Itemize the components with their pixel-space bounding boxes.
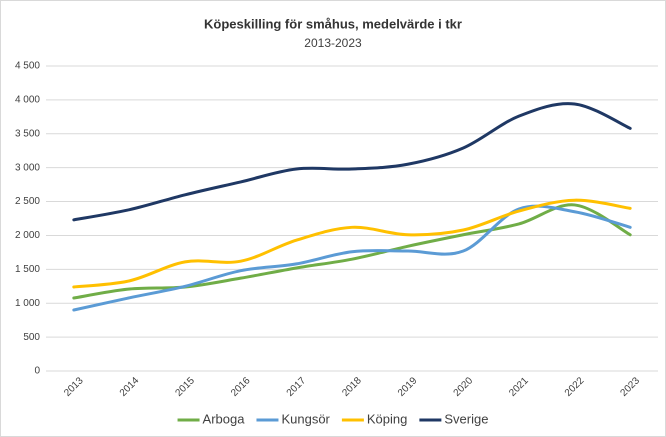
y-tick-label: 1 000 <box>15 298 40 309</box>
chart-title: Köpeskilling för småhus, medelvärde i tk… <box>204 16 462 31</box>
y-tick-label: 4 000 <box>15 95 40 106</box>
legend-label: Sverige <box>444 411 488 426</box>
y-tick-label: 500 <box>23 332 40 343</box>
y-tick-label: 4 500 <box>15 61 40 72</box>
chart-subtitle: 2013-2023 <box>304 36 362 50</box>
legend-label: Kungsör <box>281 411 330 426</box>
y-tick-label: 1 500 <box>15 264 40 275</box>
y-tick-label: 3 500 <box>15 128 40 139</box>
legend-label: Arboga <box>203 411 246 426</box>
y-tick-label: 2 500 <box>15 196 40 207</box>
series-line <box>72 198 632 289</box>
series-line <box>72 203 632 300</box>
y-tick-label: 3 000 <box>15 162 40 173</box>
y-tick-label: 2 000 <box>15 230 40 241</box>
y-tick-label: 0 <box>34 366 40 377</box>
legend-label: Köping <box>367 411 407 426</box>
series-line <box>72 102 632 222</box>
